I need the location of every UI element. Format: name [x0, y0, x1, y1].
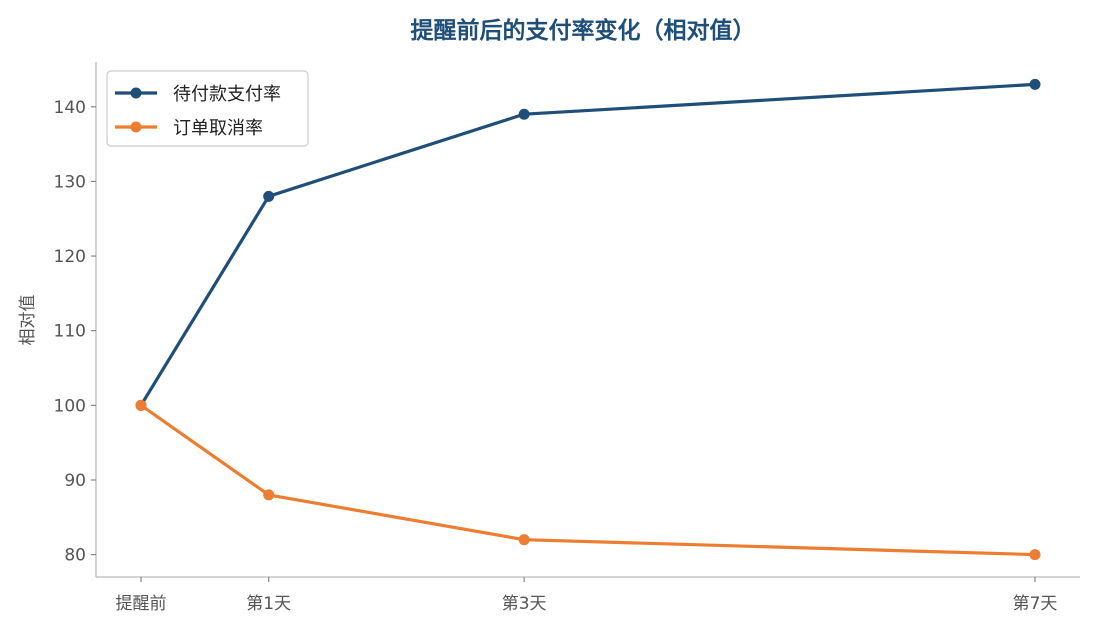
y-axis-ticks: 80 90 100 110 120 130 140: [54, 98, 96, 566]
y-tick-label: 110: [54, 322, 86, 342]
chart-title: 提醒前后的支付率变化（相对值）: [411, 17, 756, 44]
legend-box: [106, 70, 309, 147]
y-tick-label: 120: [54, 247, 86, 267]
legend-item: 订单取消率: [115, 118, 263, 139]
legend-label: 待付款支付率: [173, 84, 281, 105]
x-axis-ticks: 提醒前 第1天 第3天 第7天: [116, 577, 1058, 614]
data-point: [518, 108, 530, 120]
y-tick-label: 140: [54, 98, 86, 118]
y-tick-label: 130: [54, 172, 86, 192]
data-point: [135, 399, 147, 411]
legend-swatch-marker: [130, 121, 142, 133]
y-axis-label: 相对值: [18, 295, 38, 346]
x-tick-label: 第3天: [502, 594, 547, 614]
series-line: [139, 403, 1037, 557]
y-tick-label: 100: [54, 396, 86, 416]
series-line: [139, 82, 1037, 407]
x-tick-label: 第1天: [246, 594, 291, 614]
x-tick-label: 提醒前: [116, 594, 167, 614]
series-layer: [135, 78, 1041, 561]
series-2: [135, 399, 1041, 561]
data-point: [1029, 78, 1041, 90]
y-tick-label: 80: [64, 546, 86, 566]
legend-label: 订单取消率: [173, 118, 263, 139]
data-point: [263, 190, 275, 202]
data-point: [518, 534, 530, 546]
legend-swatch-marker: [130, 87, 142, 99]
data-point: [1029, 549, 1041, 561]
y-tick-label: 90: [64, 471, 86, 491]
data-point: [263, 489, 275, 501]
axes: [95, 62, 1080, 578]
legend-item: 待付款支付率: [115, 84, 281, 105]
x-tick-label: 第7天: [1013, 594, 1058, 614]
